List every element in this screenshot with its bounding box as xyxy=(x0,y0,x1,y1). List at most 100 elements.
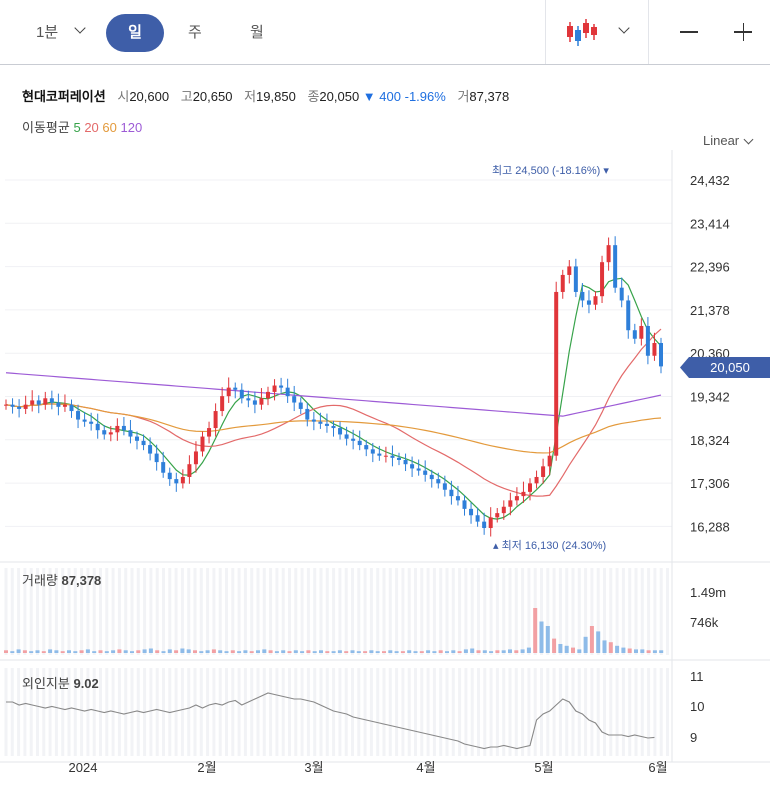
candle-body xyxy=(410,464,415,469)
volume-bar xyxy=(545,626,550,653)
candle-body xyxy=(541,466,546,477)
candle-body xyxy=(357,440,362,446)
x-tick-label: 5월 xyxy=(534,760,553,775)
volume-bar xyxy=(180,648,185,653)
volume-bar xyxy=(407,650,412,653)
candle-body xyxy=(482,521,487,529)
ma-line-120 xyxy=(5,372,662,417)
volume-bar xyxy=(627,648,632,653)
candle-body xyxy=(364,445,369,450)
volume-bar xyxy=(104,651,109,653)
volume-bar xyxy=(306,650,311,653)
chevron-down-icon[interactable] xyxy=(74,22,86,34)
volume-label: 거 xyxy=(457,89,470,104)
candle-body xyxy=(534,476,539,484)
candle-body xyxy=(17,406,22,409)
candle-body xyxy=(462,500,467,509)
candle-body xyxy=(469,508,474,516)
volume-bar xyxy=(514,650,519,653)
volume-bar xyxy=(274,651,279,653)
volume-bar xyxy=(533,608,538,653)
volume-bar xyxy=(331,651,336,653)
open-value: 20,600 xyxy=(129,89,170,104)
candle-body xyxy=(331,425,336,429)
volume-bar xyxy=(539,621,544,653)
y-tick-label: 22,396 xyxy=(690,260,730,275)
current-price-tag: 20,050 xyxy=(680,357,770,378)
candle-body xyxy=(475,515,480,522)
volume-bar xyxy=(73,651,78,653)
scale-selector[interactable]: Linear xyxy=(703,133,740,148)
candle-body xyxy=(573,266,578,292)
volume-bar xyxy=(29,651,34,653)
candle-body xyxy=(108,432,113,435)
candle-body xyxy=(193,451,198,465)
chart-type-chevron-icon[interactable] xyxy=(618,22,630,34)
low-label: 저 xyxy=(244,89,257,104)
candle-body xyxy=(397,457,401,460)
candle-body xyxy=(613,245,618,288)
volume-bar xyxy=(438,650,443,653)
volume-bar xyxy=(123,650,128,653)
volume-bar xyxy=(54,650,59,653)
candle-body xyxy=(266,391,270,399)
change-value: 400 xyxy=(379,89,401,104)
ma-120: 120 xyxy=(120,120,143,135)
volume-bar xyxy=(419,651,424,653)
volume-bar xyxy=(608,642,613,653)
candle-body xyxy=(167,472,172,480)
candle-body xyxy=(403,459,408,465)
volume-bar xyxy=(564,645,569,653)
candle-body xyxy=(600,262,605,297)
tab-monthly[interactable]: 월 xyxy=(250,24,264,41)
candle-body xyxy=(56,402,61,407)
candle-body xyxy=(4,404,8,406)
volume-bar xyxy=(482,650,487,653)
volume-bar xyxy=(262,649,267,653)
tab-1min[interactable]: 1분 xyxy=(36,24,59,41)
tab-daily[interactable]: 일 xyxy=(106,14,164,52)
candle-body xyxy=(82,419,87,422)
volume-bar xyxy=(646,650,651,653)
candle-body xyxy=(95,423,100,431)
y-tick-label: 24,432 xyxy=(690,173,730,188)
candle-body xyxy=(252,400,257,405)
low-annotation: ▴ 최저 16,130 (24.30%) xyxy=(493,539,606,552)
volume-panel-label: 거래량 87,378 xyxy=(22,570,101,589)
zoom-in-icon-v xyxy=(742,23,744,41)
volume-bar xyxy=(224,651,229,653)
volume-bar xyxy=(350,650,355,653)
volume-bar xyxy=(130,651,134,653)
volume-tick-label: 746k xyxy=(690,615,719,630)
volume-bar xyxy=(48,649,53,653)
candle-body xyxy=(23,404,28,409)
candlestick-icon[interactable] xyxy=(562,16,598,48)
volume-bar xyxy=(577,649,582,653)
candle-body xyxy=(593,296,598,305)
volume-bar xyxy=(319,650,323,653)
volume-bar xyxy=(193,650,197,653)
candle-body xyxy=(626,300,631,331)
volume-bar xyxy=(552,638,557,653)
candle-body xyxy=(488,517,493,529)
y-tick-label: 23,414 xyxy=(690,216,730,231)
candle-body xyxy=(174,479,179,484)
volume-bar xyxy=(230,650,235,653)
zoom-out-icon[interactable] xyxy=(680,31,698,33)
candle-body xyxy=(102,430,107,435)
candle-body xyxy=(154,453,159,463)
candle-body xyxy=(580,291,585,301)
price-chart[interactable]: 24,43223,41422,39621,37820,36019,34218,3… xyxy=(0,150,770,798)
chart-toolbar: 1분 일 주 월 xyxy=(0,0,770,65)
volume-bar xyxy=(589,626,594,653)
moving-average-legend[interactable]: 이동평균 5 20 60 120 xyxy=(22,117,142,136)
ma-20: 20 xyxy=(84,120,99,135)
candle-body xyxy=(501,506,506,514)
tab-weekly[interactable]: 주 xyxy=(188,24,202,41)
candle-body xyxy=(141,440,146,446)
foreign-tick-label: 11 xyxy=(690,669,704,684)
volume-bar xyxy=(382,651,386,653)
chevron-down-icon[interactable] xyxy=(743,134,754,145)
candle-body xyxy=(377,453,382,456)
candle-body xyxy=(560,274,565,292)
